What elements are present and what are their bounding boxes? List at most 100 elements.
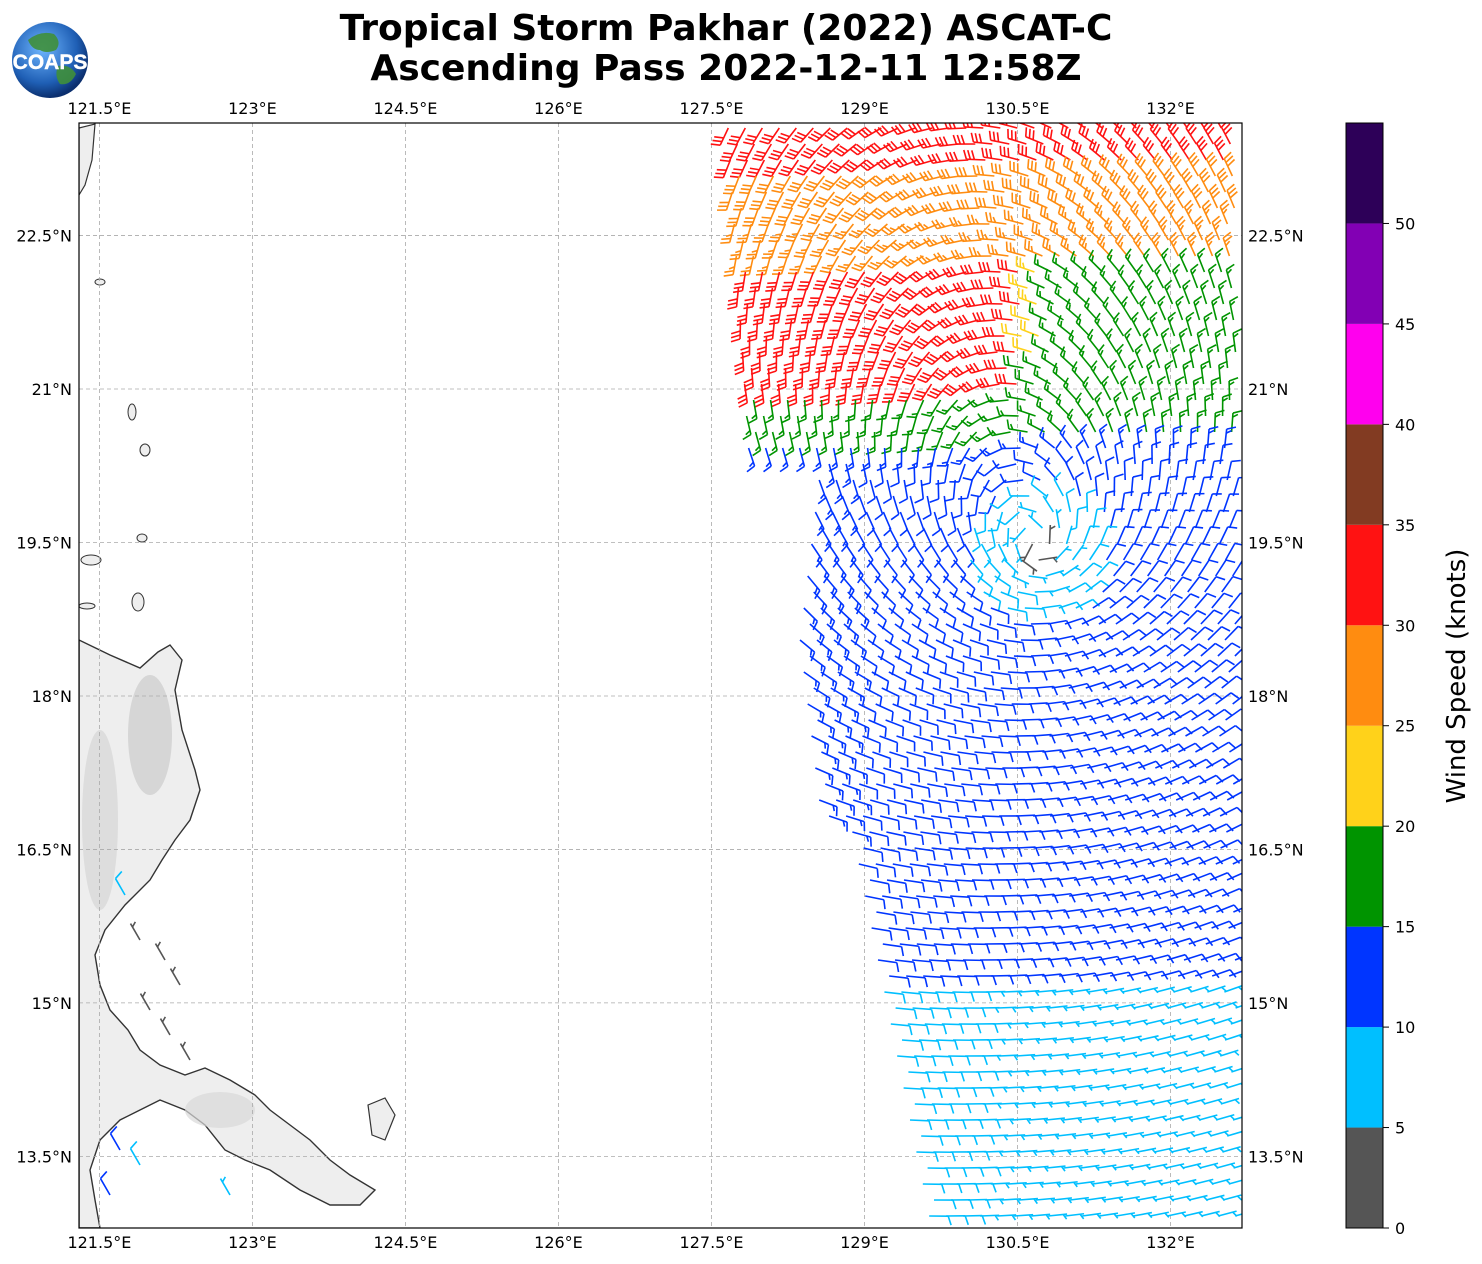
wind-barb	[937, 1087, 961, 1098]
wind-barb	[1170, 152, 1183, 177]
wind-barb	[1145, 168, 1159, 193]
wind-barb	[950, 447, 971, 466]
wind-barb	[965, 1102, 989, 1113]
wind-barb	[1221, 887, 1242, 897]
wind-barb	[1062, 564, 1081, 577]
wind-barb	[855, 751, 874, 769]
wind-barb	[1224, 344, 1235, 369]
lon-tick-label-bottom-0: 121.5°E	[67, 1233, 131, 1252]
wind-barb	[1026, 270, 1045, 289]
wind-barb	[716, 191, 734, 211]
wind-barb	[917, 367, 940, 384]
wind-barb	[1211, 509, 1230, 529]
wind-barb	[895, 189, 920, 201]
wind-barb	[1029, 190, 1048, 209]
wind-barb	[1153, 677, 1178, 689]
wind-barb	[1185, 442, 1198, 465]
wind-barb	[1153, 263, 1165, 289]
wind-barb	[1021, 718, 1045, 729]
wind-barb	[756, 335, 768, 359]
wind-barb	[910, 783, 931, 798]
wind-barb	[997, 543, 1008, 563]
wind-barb	[1205, 151, 1218, 177]
wind-barb	[1143, 1179, 1164, 1186]
wind-barb	[1137, 1195, 1158, 1203]
wind-barb	[1103, 891, 1128, 901]
wind-barb	[807, 703, 825, 724]
wind-barb	[1069, 940, 1094, 951]
lon-tick-label-bottom-6: 130.5°E	[986, 1233, 1050, 1252]
wind-barb	[913, 735, 933, 751]
wind-barb	[1009, 160, 1029, 177]
wind-barb	[914, 1103, 938, 1115]
wind-barb	[1075, 439, 1085, 465]
wind-barb	[1118, 1099, 1139, 1107]
wind-barb	[940, 431, 961, 450]
wind-barb	[824, 127, 848, 141]
wind-barb	[887, 206, 912, 219]
wind-barb	[910, 303, 935, 316]
wind-barb	[1116, 1212, 1136, 1219]
wind-barb	[729, 159, 749, 179]
wind-barb	[1193, 295, 1203, 321]
lat-tick-label-right-5: 21°N	[1248, 380, 1288, 399]
wind-barb	[872, 751, 892, 768]
wind-barb	[817, 479, 827, 505]
wind-barb	[1122, 542, 1143, 561]
wind-barb	[912, 543, 925, 568]
wind-barb	[842, 783, 861, 800]
wind-barb	[1096, 859, 1121, 869]
wind-barb	[1208, 708, 1233, 721]
wind-barb	[871, 367, 889, 387]
wind-barb	[1177, 593, 1200, 609]
wind-barb	[1113, 560, 1135, 577]
wind-barb	[870, 287, 893, 304]
wind-barb	[1086, 488, 1096, 513]
wind-barb	[825, 463, 835, 489]
wind-barb	[875, 575, 889, 599]
wind-barb	[1112, 1067, 1132, 1075]
wind-barb	[897, 223, 922, 234]
wind-barb	[1131, 311, 1142, 337]
wind-barb	[1006, 798, 1030, 809]
wind-barb	[983, 179, 1005, 193]
wind-barb	[1101, 185, 1116, 209]
wind-barb	[749, 271, 764, 293]
wind-barb	[1048, 1005, 1068, 1012]
wind-barb	[996, 406, 1019, 417]
wind-barb	[908, 270, 933, 283]
wind-barb	[821, 751, 840, 770]
wind-barb	[899, 943, 922, 956]
wind-barb	[892, 863, 914, 877]
wind-barb	[1170, 576, 1192, 593]
wind-barb	[882, 895, 904, 909]
wind-barb	[1018, 431, 1038, 449]
wind-barb	[1084, 1052, 1104, 1059]
wind-barb	[736, 143, 756, 162]
wind-barb	[1134, 152, 1148, 177]
wind-barb	[1109, 280, 1123, 305]
wind-barb	[927, 783, 949, 797]
wind-barb	[961, 783, 983, 796]
wind-barb	[1121, 216, 1136, 241]
wind-barb	[813, 271, 832, 291]
wind-barb	[811, 319, 827, 340]
wind-barb	[901, 367, 923, 385]
wind-barb	[832, 223, 855, 240]
wind-barb	[824, 575, 838, 600]
wind-barb	[939, 671, 959, 688]
wind-barb	[1133, 1211, 1153, 1219]
wind-barb	[99, 1170, 111, 1196]
wind-barb	[1003, 990, 1023, 997]
wind-barb	[742, 207, 760, 227]
wind-barb	[1169, 840, 1194, 850]
wind-barb	[927, 911, 950, 924]
wind-barb	[838, 207, 861, 223]
wind-barb	[977, 703, 999, 717]
wind-barb	[1058, 1181, 1078, 1188]
wind-barb	[1038, 556, 1058, 563]
wind-barb	[923, 975, 946, 987]
lon-tick-label-top-2: 124.5°E	[373, 99, 437, 118]
wind-barb	[871, 927, 893, 941]
